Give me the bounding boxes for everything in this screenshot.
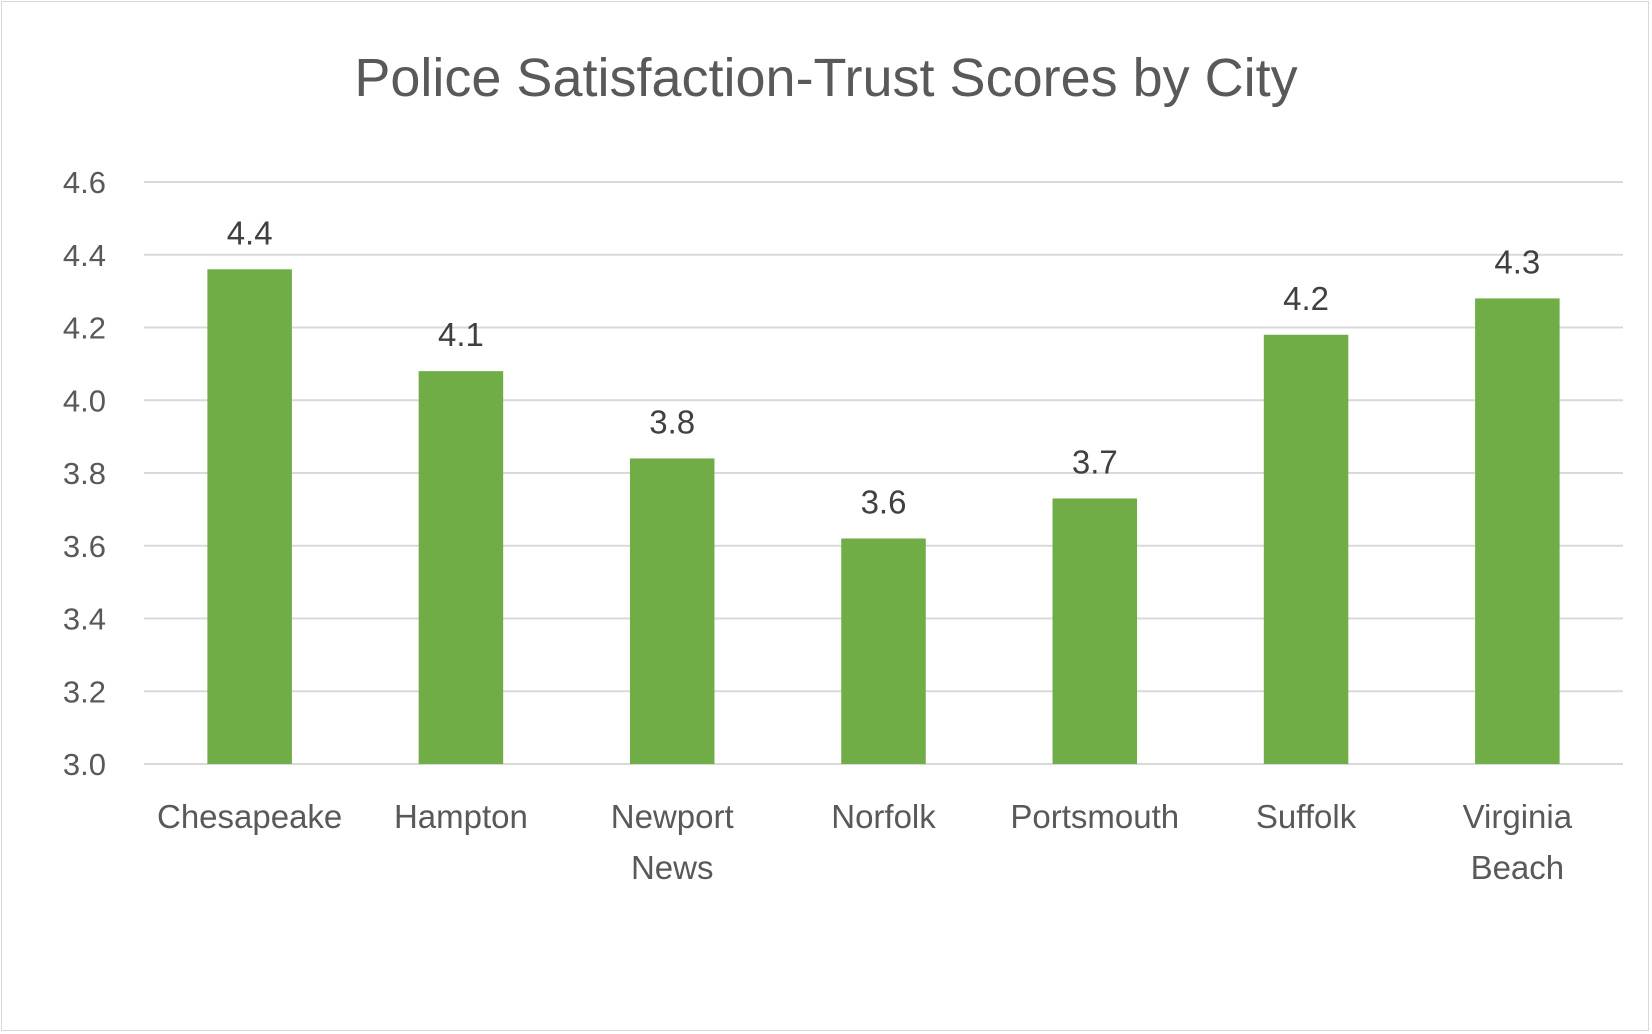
category-label: Chesapeake (157, 798, 342, 835)
category-label-line: Suffolk (1256, 798, 1357, 835)
category-label: Newport News (611, 798, 734, 886)
category-label-line: News (631, 849, 714, 886)
category-label-line: Beach (1471, 849, 1565, 886)
bar (1475, 298, 1560, 764)
chart-title: Police Satisfaction-Trust Scores by City (354, 48, 1297, 108)
category-label: Suffolk (1256, 798, 1357, 835)
y-tick-label: 3.4 (63, 602, 106, 637)
bar (1263, 334, 1349, 764)
data-label: 4.3 (1494, 243, 1540, 280)
bar (841, 538, 926, 764)
y-tick-label: 3.6 (63, 529, 106, 564)
data-label: 4.4 (227, 214, 273, 251)
y-tick-label: 4.2 (63, 311, 106, 346)
gridlines (144, 181, 1623, 765)
data-label: 3.8 (649, 403, 695, 440)
data-label: 3.7 (1072, 443, 1118, 480)
category-label: Virginia Beach (1463, 798, 1573, 886)
y-tick-label: 3.2 (63, 674, 106, 709)
category-label-line: Virginia (1463, 798, 1573, 835)
y-tick-label: 4.4 (63, 238, 106, 273)
category-label-line: Portsmouth (1010, 798, 1179, 835)
data-label: 4.2 (1283, 280, 1329, 317)
data-label: 4.1 (438, 316, 484, 353)
bar (418, 371, 504, 764)
y-tick-label: 3.8 (63, 456, 106, 491)
y-tick-label: 3.0 (63, 747, 106, 782)
category-label-line: Chesapeake (157, 798, 342, 835)
x-axis-labels: Chesapeake Hampton Newport News Norfolk Ports… (157, 798, 1573, 886)
bar (207, 269, 292, 764)
data-label: 3.6 (861, 483, 907, 520)
category-label: Portsmouth (1010, 798, 1179, 835)
bar (629, 458, 715, 764)
category-label-line: Newport (611, 798, 734, 835)
category-label-line: Norfolk (831, 798, 936, 835)
data-labels: 4.4 4.1 3.8 3.6 3.7 4.2 4.3 (227, 214, 1541, 520)
category-label: Norfolk (831, 798, 936, 835)
y-tick-label: 4.6 (63, 165, 106, 200)
category-label: Hampton (394, 798, 528, 835)
bars (207, 269, 1560, 764)
bar (1052, 498, 1138, 764)
category-label-line: Hampton (394, 798, 528, 835)
y-tick-label: 4.0 (63, 383, 106, 418)
y-axis-ticks: 3.0 3.2 3.4 3.6 3.8 4.0 4.2 4.4 4.6 (63, 165, 106, 782)
